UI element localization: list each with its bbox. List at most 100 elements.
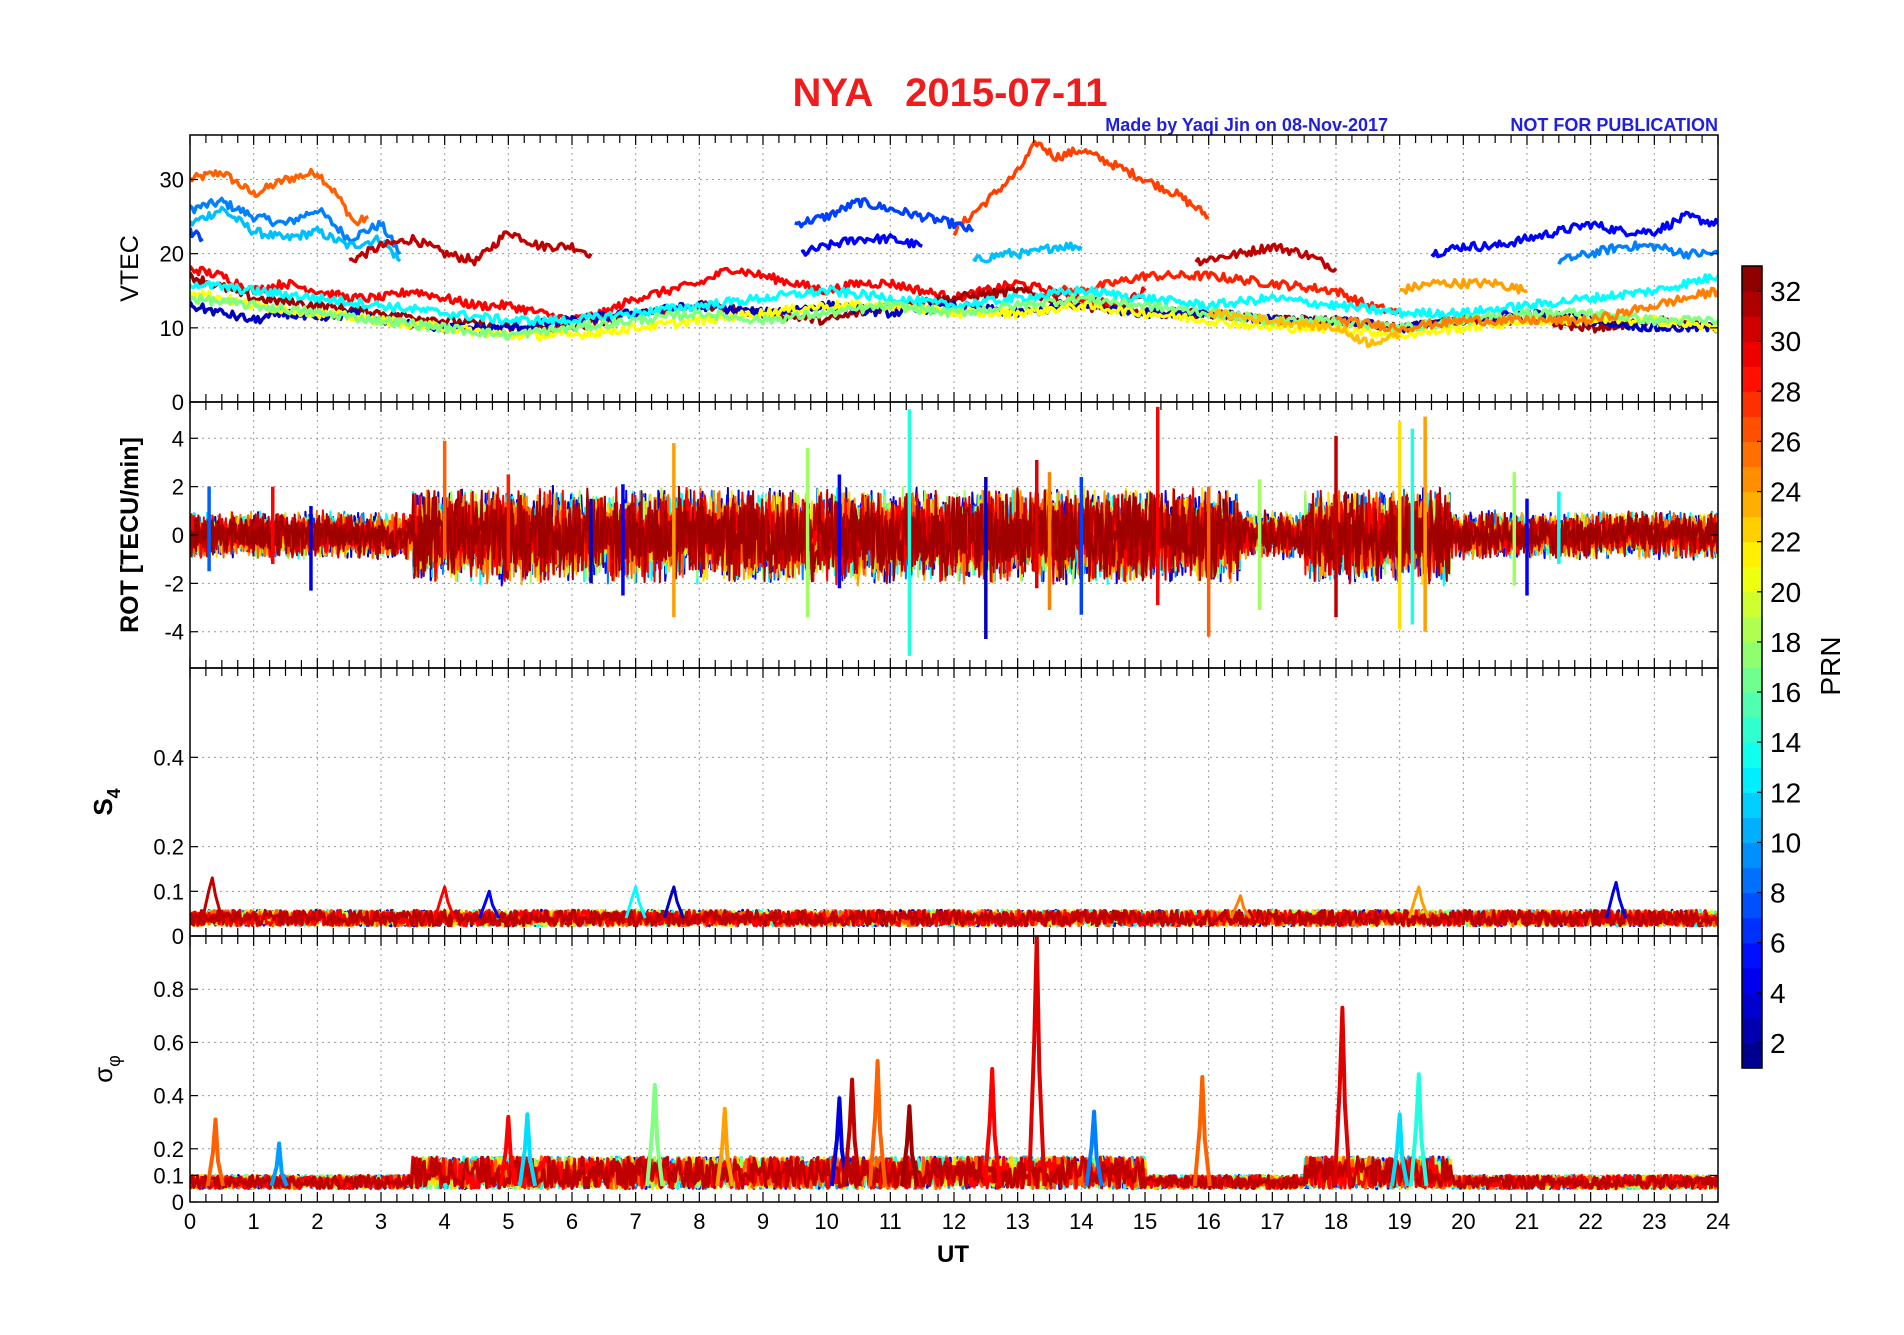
vtec-series-prn-24 [1399,277,1528,295]
s4-spike-prn-24 [1407,885,1430,919]
y-tick-label: 0 [172,924,184,949]
vtec-series-prn-7 [190,227,204,243]
vtec-series-prn-13 [190,273,1718,327]
vtec-series-prn-26 [190,167,370,227]
sigma-spike-prn-31 [842,1077,862,1187]
colorbar-segment [1742,817,1762,844]
colorbar-tick-label: 4 [1770,978,1786,1009]
sigma-spike-prn-26 [868,1059,888,1187]
y-tick-label: 0 [172,1190,184,1215]
sigma-spike-prn-12 [517,1112,538,1187]
x-ticks [189,668,1719,936]
plot-area [190,876,1718,928]
colorbar-tick-label: 16 [1770,677,1801,708]
x-tick-label: 17 [1260,1209,1284,1234]
x-tick-label: 1 [248,1209,260,1234]
y-tick-label: 2 [172,475,184,500]
vtec-series-prn-11 [190,205,402,263]
vtec-series-prn-25 [1334,286,1718,334]
plot-area [190,139,1718,349]
colorbar-segment [1742,341,1762,367]
colorbar-tick-label: 8 [1770,878,1786,909]
x-tick-label: 3 [375,1209,387,1234]
x-tick-label: 16 [1196,1209,1220,1234]
x-ticks [189,936,1719,1202]
colorbar-segment [1742,266,1762,292]
y-tick-label: -2 [164,571,184,596]
y-axis-label-subscript: 4 [104,788,124,798]
colorbar-segment [1742,842,1762,869]
colorbar-segment [1742,792,1762,818]
sigma-spike-prn-10 [269,1141,289,1187]
x-tick-label: 13 [1005,1209,1029,1234]
y-tick-label: 4 [172,426,184,451]
y-tick-label: 20 [160,242,184,267]
plot-area [190,406,1718,656]
y-axis-label: S4 [88,788,124,815]
x-tick-label: 23 [1642,1209,1666,1234]
grid [190,135,1718,402]
y-tick-label: 0.4 [153,745,184,770]
y-tick-label: 30 [160,168,184,193]
colorbar-tick-label: 6 [1770,928,1786,959]
sigma-spike-prn-30 [1027,936,1047,1187]
plot-area [190,936,1718,1191]
x-tick-label: 10 [814,1209,838,1234]
colorbar-tick-label: 2 [1770,1028,1786,1059]
colorbar-label: PRN [1815,636,1846,695]
colorbar-tick-label: 14 [1770,727,1801,758]
vtec-series-prn-28 [1047,270,1401,315]
x-tick-label: 8 [693,1209,705,1234]
colorbar-frame [1741,265,1763,1069]
colorbar-segment [1742,466,1762,493]
sigma-spike-prn-9 [1084,1109,1104,1187]
grid [190,668,1718,936]
colorbar-tick-label: 28 [1770,376,1801,407]
colorbar-segment [1742,967,1762,994]
sigma-spike-prn-30 [1332,1005,1352,1187]
x-tick-label: 11 [879,1209,902,1234]
s4-spike-prn-3 [662,885,685,919]
colorbar-segment [1742,641,1762,668]
colorbar-tick-label: 18 [1770,627,1801,658]
x-tick-label: 0 [184,1209,196,1234]
chart-title: NYA 2015-07-11 [792,71,1107,115]
y-tick-label: 0 [172,523,184,548]
colorbar-segment [1742,591,1762,618]
sigma-spike-prn-14 [1409,1072,1429,1187]
colorbar-segment [1742,1017,1762,1044]
x-tick-label: 2 [311,1209,323,1234]
vtec-series-prn-11 [972,241,1083,264]
x-axis-label: UT [937,1241,969,1268]
y-tick-label: 0 [172,390,184,415]
x-ticks [189,402,1719,668]
s4-series-prn-31 [190,908,1718,928]
panel-s4: 0 0.1 0.2 0.4 S4 [88,667,1719,949]
vtec-series-prn-9 [190,196,402,256]
x-ticks [189,135,1719,402]
y-tick-label: 0.4 [153,1084,184,1109]
y-tick-label: 10 [160,316,184,341]
colorbar-segment [1742,291,1762,317]
colorbar-tick-label: 10 [1770,827,1801,858]
sigma-spike-prn-4 [829,1096,849,1187]
x-tick-labels: 0 1 2 3 4 5 6 7 8 9 10 11 12 13 14 15 16 17 18 19 20 21 22 23 24 [184,1209,1730,1234]
credit-text: Made by Yaqi Jin on 08-Nov-2017 [1105,115,1388,135]
x-tick-label: 14 [1069,1209,1093,1234]
colorbar-segment [1742,867,1762,894]
y-axis-label-text: S [88,798,118,815]
colorbar-segment [1742,717,1762,743]
panel-vtec: 0 10 20 30 VTEC [116,134,1719,415]
vtec-series-prn-27 [952,139,1210,237]
colorbar-segment [1742,667,1762,693]
y-tick-label: 0.1 [153,879,184,904]
colorbar-segment [1742,516,1762,543]
colorbar-segment [1742,441,1762,468]
y-axis-label: ROT [TECU/min] [116,437,144,633]
sigma-spike-prn-26 [205,1117,226,1187]
vtec-series-prn-23 [1207,308,1402,349]
